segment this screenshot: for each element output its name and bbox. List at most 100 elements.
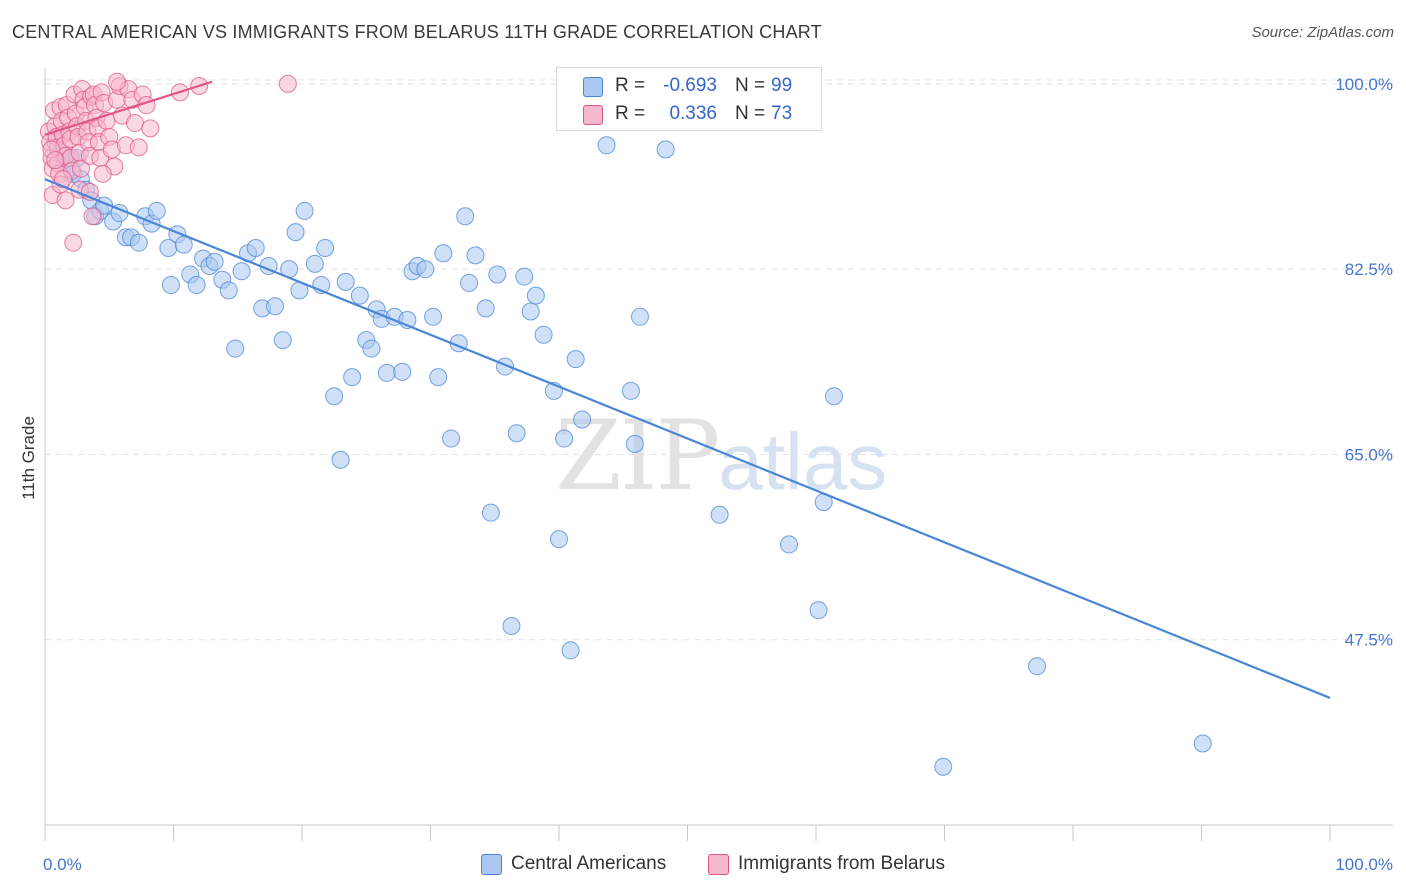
legend-r-label: R = (615, 75, 646, 96)
legend-swatch-blue (583, 77, 603, 97)
central-american-point (205, 252, 224, 271)
belarus-point (56, 191, 75, 210)
central-american-point (526, 286, 545, 305)
central-american-point (219, 281, 238, 300)
central-american-point (246, 238, 265, 257)
correlation-legend: R = -0.693 N = 99 R = 0.336 N = 73 (556, 67, 822, 131)
central-american-point (377, 363, 396, 382)
bottom-legend-swatch-pink (708, 854, 729, 875)
central-american-point (809, 601, 828, 620)
central-american-point (481, 503, 500, 522)
y-axis-title: 11th Grade (19, 416, 38, 500)
bottom-legend-label: Central Americans (511, 853, 667, 874)
belarus-trend-line (44, 80, 213, 136)
legend-row-belarus: R = 0.336 N = 73 (557, 100, 821, 128)
central-american-point (305, 254, 324, 273)
central-american-point (780, 535, 799, 554)
legend-n-label: N = (735, 103, 766, 124)
data-points (39, 72, 1212, 776)
central-american-point (621, 381, 640, 400)
central-american-point (174, 235, 193, 254)
central-american-point (460, 273, 479, 292)
central-american-point (515, 267, 534, 286)
belarus-point (83, 207, 102, 226)
central-american-point (343, 368, 362, 387)
central-american-point (1193, 734, 1212, 753)
legend-r-label: R = (615, 103, 646, 124)
central-american-point (442, 429, 461, 448)
chart-source: Source: ZipAtlas.com (1251, 24, 1394, 41)
legend-n-value: 99 (771, 75, 793, 96)
central-american-point (266, 297, 285, 316)
central-american-point (566, 350, 585, 369)
central-american-point (630, 307, 649, 326)
central-american-trend-line (44, 178, 1331, 699)
central-american-point (362, 339, 381, 358)
central-american-point (316, 238, 335, 257)
central-american-point (161, 276, 180, 295)
central-american-point (555, 429, 574, 448)
legend-r-value: -0.693 (663, 75, 717, 96)
legend-swatch-pink (583, 105, 603, 125)
central-american-point (476, 299, 495, 318)
belarus-point (129, 138, 148, 157)
trend-lines (44, 80, 1331, 699)
y-tick-label: 65.0% (1345, 445, 1393, 464)
central-american-point (625, 434, 644, 453)
central-american-point (502, 616, 521, 635)
belarus-point (125, 114, 144, 133)
y-tick-label: 47.5% (1345, 631, 1393, 650)
central-american-point (393, 362, 412, 381)
x-tick-label: 0.0% (43, 855, 82, 874)
central-american-point (824, 387, 843, 406)
central-american-point (295, 201, 314, 220)
central-american-point (226, 339, 245, 358)
axes (44, 68, 1393, 826)
bottom-legend-swatch-blue (481, 854, 502, 875)
central-american-point (710, 505, 729, 524)
gridlines (45, 79, 1393, 641)
chart-title: CENTRAL AMERICAN VS IMMIGRANTS FROM BELA… (12, 22, 822, 42)
central-american-point (1028, 657, 1047, 676)
central-american-point (429, 368, 448, 387)
belarus-point (64, 233, 83, 252)
central-american-point (507, 424, 526, 443)
legend-r-value: 0.336 (669, 103, 717, 124)
central-american-point (147, 201, 166, 220)
y-tick-label: 100.0% (1335, 75, 1393, 94)
belarus-point (93, 164, 112, 183)
legend-n-value: 73 (771, 103, 793, 124)
legend-row-central-americans: R = -0.693 N = 99 (557, 72, 821, 100)
central-american-point (488, 265, 507, 284)
central-american-point (656, 140, 675, 159)
belarus-point (46, 151, 65, 170)
y-tick-label: 82.5% (1345, 260, 1393, 279)
central-american-point (416, 260, 435, 279)
central-american-point (424, 307, 443, 326)
central-american-point (561, 641, 580, 660)
legend-n-label: N = (735, 75, 766, 96)
belarus-point (53, 170, 72, 189)
central-american-point (273, 331, 292, 350)
tick-labels: 100.0% 82.5% 65.0% 47.5% 0.0% 100.0% (43, 75, 1393, 874)
central-american-point (286, 223, 305, 242)
central-american-point (325, 387, 344, 406)
central-american-point (466, 246, 485, 265)
central-american-point (434, 244, 453, 263)
central-american-point (129, 233, 148, 252)
central-american-point (232, 262, 251, 281)
central-american-point (456, 207, 475, 226)
central-american-point (331, 450, 350, 469)
central-american-point (336, 272, 355, 291)
x-tick-label: 100.0% (1335, 855, 1393, 874)
belarus-point (107, 72, 126, 91)
central-american-point (187, 276, 206, 295)
central-american-point (934, 757, 953, 776)
central-american-point (350, 286, 369, 305)
belarus-point (141, 119, 160, 138)
central-american-point (573, 410, 592, 429)
central-american-point (550, 530, 568, 549)
belarus-point (71, 159, 90, 178)
central-american-point (534, 325, 553, 344)
